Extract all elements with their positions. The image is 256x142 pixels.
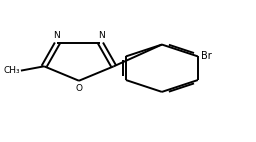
Text: N: N — [53, 32, 60, 40]
Text: CH₃: CH₃ — [3, 66, 20, 75]
Text: O: O — [76, 84, 82, 93]
Text: Br: Br — [201, 51, 211, 61]
Text: N: N — [98, 32, 105, 40]
